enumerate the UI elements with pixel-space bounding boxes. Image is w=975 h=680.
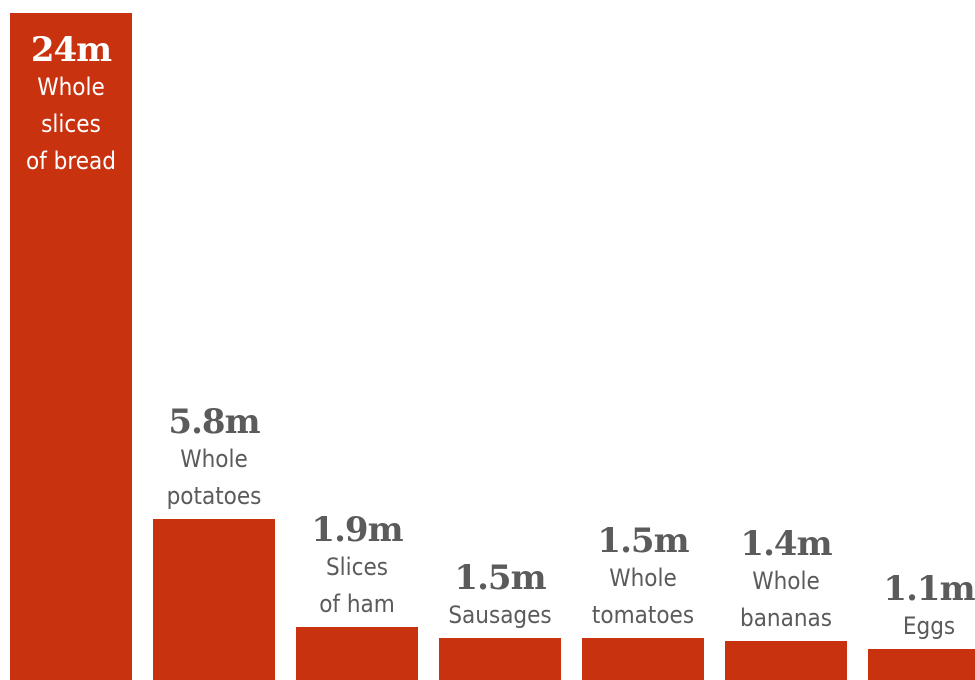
bar (10, 12, 132, 680)
bar (868, 649, 975, 680)
category-label: of ham (319, 590, 395, 619)
category-label: Slices (325, 553, 389, 582)
data-label-value: 24m (30, 29, 112, 70)
data-label-value: 1.4m (740, 524, 832, 565)
category-label: Whole (37, 72, 105, 101)
bar (439, 638, 561, 680)
category-label: Whole (752, 567, 820, 596)
data-label-value: 1.1m (883, 569, 975, 610)
category-label: tomatoes (591, 601, 695, 630)
data-label-value: 5.8m (168, 401, 260, 442)
category-label: potatoes (166, 481, 262, 510)
bar (582, 638, 704, 680)
category-label: Eggs (902, 612, 956, 641)
bar (296, 627, 418, 680)
category-label: of bread (26, 146, 116, 175)
data-label-value: 1.9m (311, 510, 403, 551)
category-label: slices (41, 109, 101, 138)
bar (153, 518, 275, 680)
data-label-value: 1.5m (597, 521, 689, 562)
category-label: Whole (609, 564, 677, 593)
bar (725, 641, 847, 680)
category-label: Sausages (448, 601, 552, 630)
data-label-value: 1.5m (454, 558, 546, 599)
category-label: bananas (739, 604, 833, 633)
category-label: Whole (180, 444, 248, 473)
